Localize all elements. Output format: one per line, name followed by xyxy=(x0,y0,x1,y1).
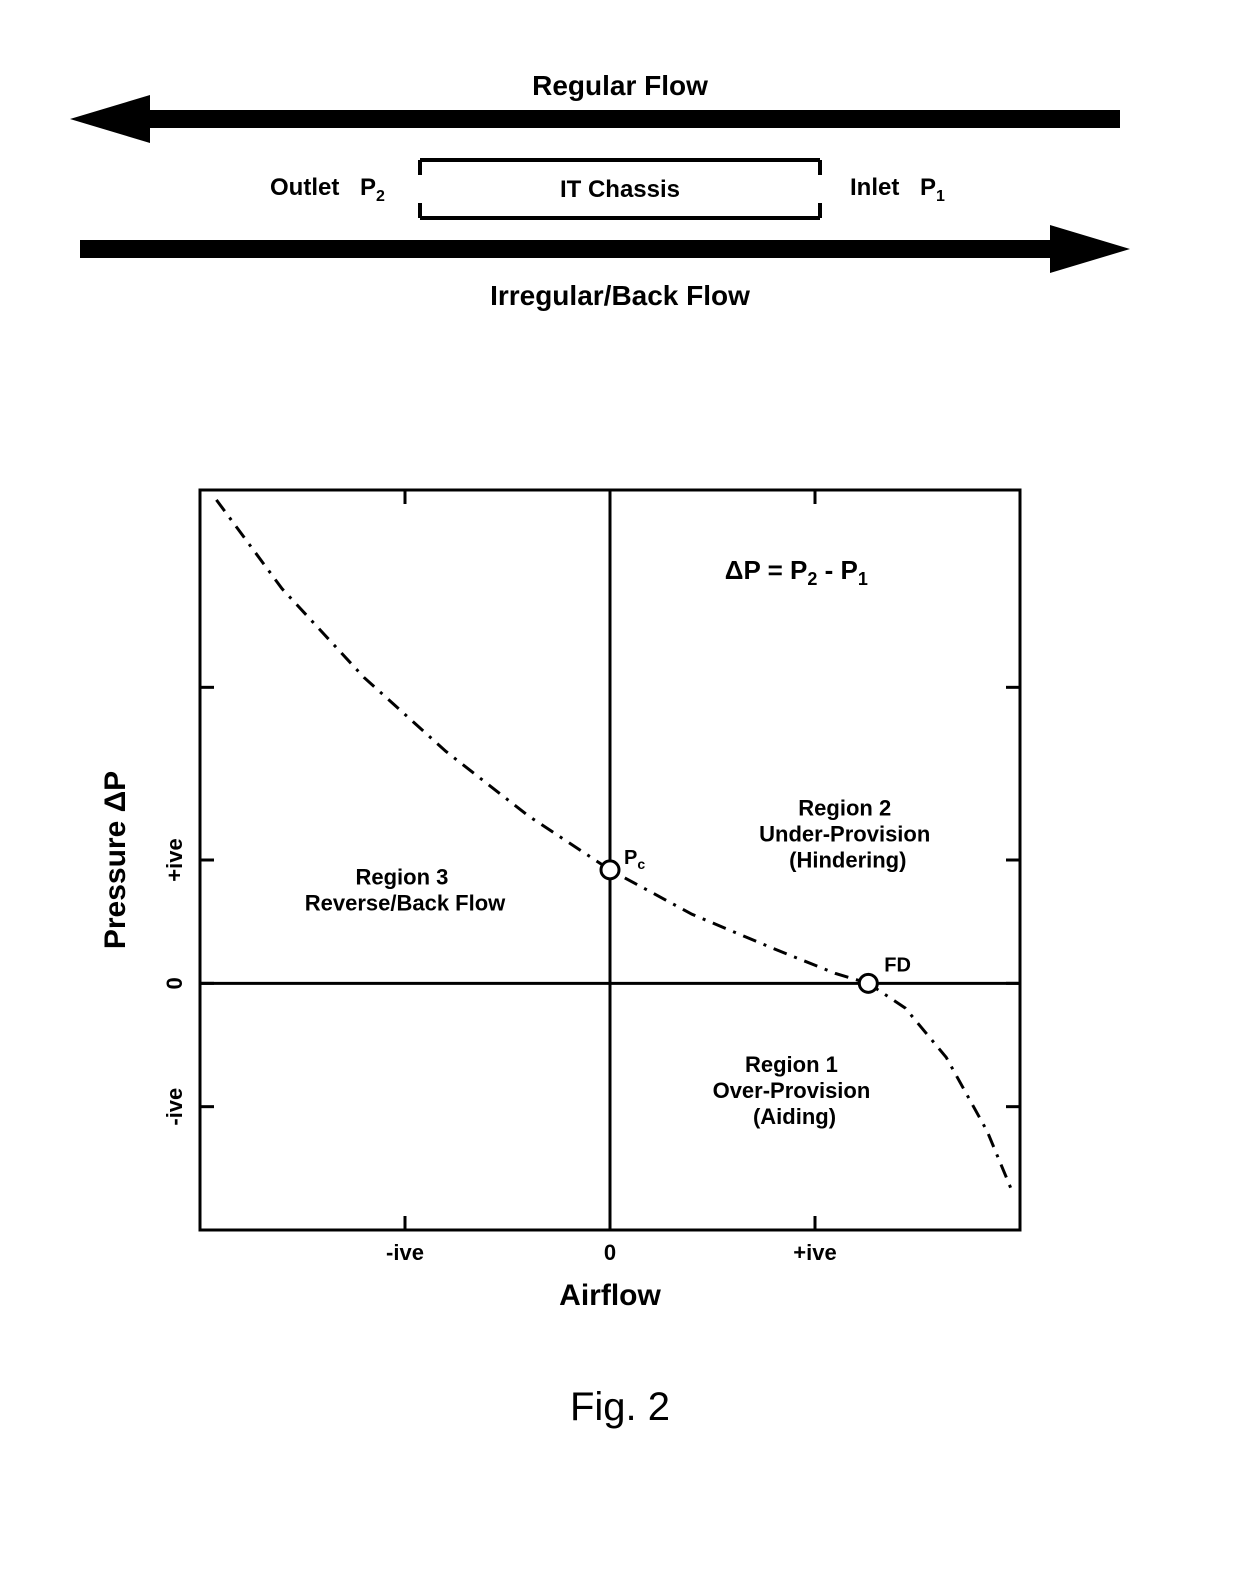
x-axis-title: Airflow xyxy=(559,1279,661,1312)
region-labels: Region 3 Reverse/Back Flow Region 2 Unde… xyxy=(305,796,937,1130)
svg-text:-ive: -ive xyxy=(162,1088,187,1126)
regular-flow-label: Regular Flow xyxy=(532,70,708,101)
figure: Regular Flow Outlet P2 IT Chassis Inlet xyxy=(0,0,1240,1587)
region-3-label: Region 3 Reverse/Back Flow xyxy=(305,865,506,916)
y-tick-labels: -ive 0 +ive xyxy=(162,838,187,1125)
delta-p-equation: ΔP = P2 - P1 xyxy=(725,555,868,589)
svg-text:-ive: -ive xyxy=(386,1240,424,1265)
chassis-label: IT Chassis xyxy=(560,176,680,203)
flow-diagram: Regular Flow Outlet P2 IT Chassis Inlet xyxy=(70,70,1130,311)
region-1-label: Region 1 Over-Provision (Aiding) xyxy=(713,1052,877,1129)
chassis-row: Outlet P2 IT Chassis Inlet P1 xyxy=(270,160,945,218)
pc-point xyxy=(601,861,619,879)
p2-label: P2 xyxy=(360,174,385,205)
p1-label: P1 xyxy=(920,174,945,205)
outlet-label: Outlet xyxy=(270,174,339,201)
regular-flow-arrow xyxy=(70,95,1120,143)
irregular-flow-arrow xyxy=(80,225,1130,273)
fd-point xyxy=(859,974,877,992)
fd-label: FD xyxy=(884,954,911,976)
y-axis-title: Pressure ΔP xyxy=(99,771,132,949)
pc-label: Pc xyxy=(624,847,645,872)
svg-text:+ive: +ive xyxy=(162,838,187,881)
inlet-label: Inlet xyxy=(850,174,899,201)
irregular-flow-label: Irregular/Back Flow xyxy=(490,280,750,311)
x-tick-labels: -ive 0 +ive xyxy=(386,1240,837,1265)
svg-text:+ive: +ive xyxy=(793,1240,836,1265)
svg-text:0: 0 xyxy=(604,1240,616,1265)
svg-text:0: 0 xyxy=(162,977,187,989)
region-2-label: Region 2 Under-Provision (Hindering) xyxy=(759,796,936,873)
pressure-airflow-chart: ΔP = P2 - P1 Region 3 Reverse/Back Flow … xyxy=(99,490,1020,1312)
figure-caption: Fig. 2 xyxy=(570,1385,670,1429)
